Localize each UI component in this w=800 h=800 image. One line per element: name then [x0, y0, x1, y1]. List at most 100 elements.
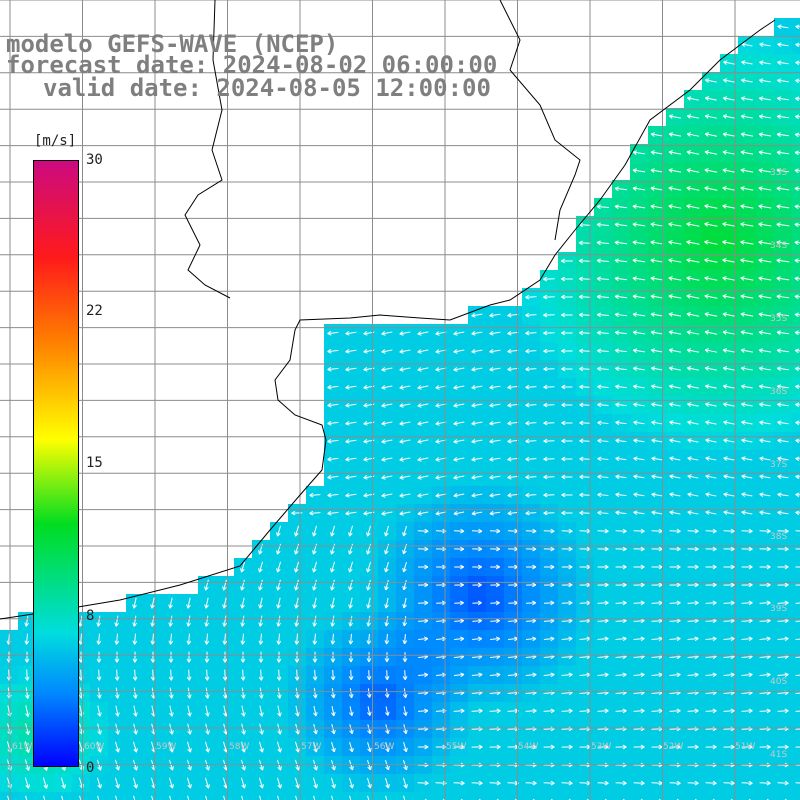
- wind-arrow: [633, 474, 645, 480]
- wind-arrow: [723, 528, 735, 534]
- wind-arrow: [561, 366, 573, 372]
- lon-label: 53W: [591, 742, 612, 752]
- wind-arrow: [651, 600, 663, 606]
- wind-arrow: [381, 385, 393, 390]
- wind-arrow: [759, 672, 771, 678]
- wind-arrow: [650, 186, 664, 191]
- wind-arrow: [453, 493, 465, 498]
- wind-arrow: [205, 705, 210, 717]
- wind-arrow: [669, 456, 681, 461]
- wind-arrow: [597, 582, 609, 588]
- wind-arrow: [222, 651, 228, 663]
- wind-arrow: [686, 294, 700, 299]
- wind-arrow: [186, 615, 191, 627]
- wind-arrow: [543, 546, 555, 552]
- wind-arrow: [704, 384, 717, 389]
- wind-arrow: [687, 438, 699, 443]
- wind-arrow: [403, 724, 408, 735]
- wind-arrow: [597, 438, 609, 444]
- wind-arrow: [740, 294, 754, 299]
- wind-arrow: [366, 777, 372, 789]
- wind-arrow: [722, 276, 736, 281]
- wind-arrow: [561, 456, 573, 462]
- wind-arrow: [650, 366, 663, 371]
- wind-arrow: [561, 672, 573, 678]
- wind-arrow: [276, 615, 281, 627]
- wind-arrow: [471, 510, 483, 516]
- wind-arrow: [669, 546, 681, 552]
- wind-arrow: [686, 186, 700, 191]
- wind-arrow: [507, 420, 519, 426]
- wind-arrow: [615, 438, 627, 444]
- wind-arrow: [633, 510, 645, 516]
- wind-arrow: [704, 150, 718, 155]
- lat-label: 36S: [770, 387, 788, 397]
- wind-arrow: [669, 582, 681, 588]
- wind-arrow: [615, 420, 627, 426]
- wind-arrow: [454, 546, 465, 552]
- wind-arrow: [669, 744, 681, 750]
- wind-arrow: [794, 240, 800, 246]
- wind-arrow: [507, 384, 519, 390]
- wind-arrow: [722, 168, 736, 173]
- speed-cell: [666, 792, 684, 800]
- wind-arrow: [795, 510, 800, 516]
- lat-label: 38S: [770, 532, 788, 542]
- wind-arrow: [543, 402, 555, 408]
- wind-arrow: [740, 222, 754, 227]
- coastline-line: [0, 19, 776, 620]
- wind-arrow: [312, 633, 318, 645]
- lon-label: 59W: [156, 742, 177, 752]
- wind-arrow: [668, 276, 682, 281]
- wind-arrow: [345, 438, 357, 444]
- wind-arrow: [668, 168, 682, 173]
- wind-arrow: [740, 150, 754, 155]
- lon-label: 51W: [735, 742, 756, 752]
- wind-arrow: [776, 96, 789, 102]
- wind-arrow: [651, 546, 663, 552]
- wind-arrow: [490, 582, 500, 588]
- wind-arrow: [543, 474, 555, 480]
- wind-arrow: [312, 615, 317, 627]
- wind-arrow: [348, 561, 354, 573]
- wind-arrow: [561, 294, 573, 300]
- wind-arrow: [115, 705, 120, 717]
- wind-arrow: [795, 438, 800, 444]
- wind-arrow: [704, 186, 718, 191]
- wind-arrow: [597, 474, 609, 480]
- title-model: modelo GEFS-WAVE (NCEP): [6, 30, 339, 58]
- wind-arrow: [312, 525, 318, 537]
- wind-arrow: [758, 366, 771, 371]
- wind-arrow: [453, 708, 465, 714]
- wind-arrow: [525, 330, 537, 336]
- wind-arrow: [668, 186, 682, 191]
- wind-arrow: [740, 276, 754, 281]
- wind-arrow: [722, 186, 736, 191]
- wind-arrow: [525, 438, 537, 444]
- wind-arrow: [722, 96, 735, 101]
- wind-arrow: [348, 651, 354, 663]
- wind-arrow: [525, 510, 537, 516]
- wind-arrow: [704, 330, 718, 335]
- wind-arrow: [723, 546, 735, 552]
- wind-arrow: [741, 60, 753, 65]
- wind-arrow: [186, 633, 192, 645]
- wind-speed-field: [0, 18, 800, 800]
- wind-arrow: [759, 510, 771, 515]
- wind-arrow: [366, 579, 371, 591]
- wind-arrow: [96, 615, 101, 627]
- wind-arrow: [96, 651, 102, 663]
- wind-arrow: [759, 582, 771, 588]
- wind-arrow: [759, 474, 771, 479]
- wind-arrow: [741, 78, 753, 83]
- wind-arrow: [453, 475, 465, 480]
- wind-arrow: [295, 795, 298, 800]
- wind-arrow: [187, 705, 192, 717]
- wind-arrow: [349, 706, 354, 717]
- wind-arrow: [687, 744, 699, 750]
- wind-arrow: [668, 330, 682, 335]
- wind-arrow: [777, 600, 789, 606]
- wind-arrow: [25, 795, 28, 800]
- wind-arrow: [204, 579, 209, 591]
- wind-arrow: [204, 651, 210, 663]
